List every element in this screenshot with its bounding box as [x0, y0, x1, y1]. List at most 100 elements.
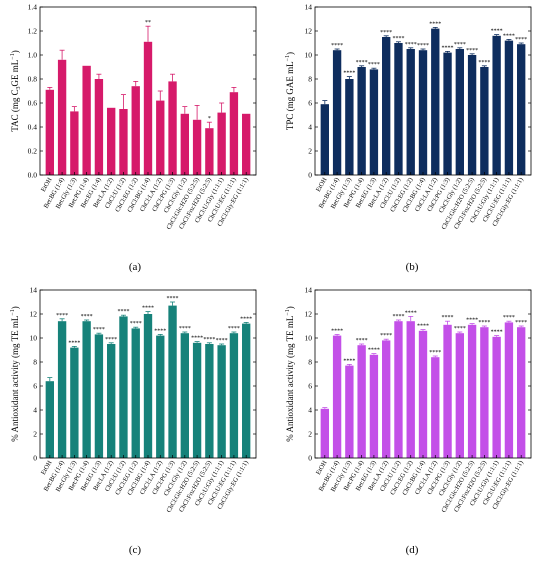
bar-17 — [242, 113, 251, 175]
error-bar-11 — [445, 51, 451, 53]
bar-12 — [455, 333, 464, 458]
bar-11 — [168, 305, 177, 458]
error-bar-7 — [120, 94, 126, 109]
bar-11 — [443, 52, 452, 175]
bar-14 — [480, 327, 489, 458]
bar-15 — [492, 336, 501, 458]
significance-label: **** — [429, 21, 441, 27]
bar-7 — [394, 43, 403, 175]
y-tick-label: 12 — [305, 27, 313, 36]
y-tick-label: 14 — [305, 3, 313, 12]
y-tick-label: 12 — [30, 310, 38, 319]
y-tick-label: 2 — [33, 430, 37, 439]
y-axis-label-text: TPC (mg GAE mL — [285, 61, 295, 130]
error-bar-15 — [494, 335, 500, 337]
y-tick-label: 0.4 — [28, 123, 38, 132]
bar-7 — [394, 321, 403, 458]
significance-label: **** — [478, 320, 490, 326]
error-bar-11 — [170, 73, 176, 82]
y-axis-label-close: ) — [285, 306, 295, 309]
y-axis-label-close: ) — [10, 50, 20, 53]
y-tick-label: 0 — [308, 171, 312, 180]
error-bar-16 — [231, 87, 237, 93]
bar-1 — [45, 381, 54, 458]
y-tick-label: 4 — [33, 406, 37, 415]
error-bar-12 — [182, 331, 188, 334]
bar-13 — [192, 119, 202, 175]
error-bar-11 — [170, 301, 176, 306]
y-axis-label-subscript: 3 — [16, 86, 22, 89]
bar-9 — [143, 41, 153, 175]
bar-2 — [332, 50, 342, 176]
bar-12 — [180, 333, 189, 458]
bar-11 — [168, 81, 177, 175]
y-tick-label: 0 — [308, 454, 312, 463]
error-bar-10 — [157, 333, 163, 336]
y-tick-label: 10 — [30, 334, 38, 343]
bar-16 — [229, 333, 239, 458]
error-bar-15 — [494, 34, 500, 36]
error-bar-8 — [408, 315, 414, 322]
bar-4 — [82, 65, 91, 175]
y-tick-label: 2 — [308, 430, 312, 439]
panel-caption: (c) — [129, 544, 142, 556]
error-bar-9 — [420, 329, 426, 331]
bar-16 — [504, 40, 514, 175]
significance-label: **** — [368, 62, 380, 68]
significance-label: **** — [117, 309, 129, 315]
bar-5 — [369, 69, 379, 175]
significance-label: **** — [105, 337, 117, 343]
bar-12 — [180, 113, 189, 175]
significance-label: ** — [145, 20, 151, 26]
bar-9 — [418, 330, 428, 458]
bar-14 — [480, 67, 489, 175]
significance-label: **** — [491, 29, 503, 35]
error-bar-6 — [383, 35, 389, 37]
bar-8 — [406, 49, 415, 175]
bar-10 — [156, 100, 165, 175]
bar-5 — [94, 334, 104, 458]
error-bar-9 — [420, 48, 426, 51]
significance-label: **** — [491, 330, 503, 336]
error-bar-15 — [219, 102, 225, 113]
y-axis-label: TAC (mg C3GE mL−1) — [10, 50, 22, 131]
error-bar-4 — [84, 319, 90, 322]
significance-label: **** — [240, 316, 252, 322]
error-bar-10 — [157, 90, 163, 101]
significance-label: **** — [191, 336, 203, 342]
significance-label: **** — [343, 358, 355, 364]
y-tick-label: 1.0 — [28, 51, 38, 60]
error-bar-10 — [432, 26, 438, 29]
significance-label: **** — [405, 310, 417, 316]
error-bar-9 — [145, 25, 151, 42]
significance-label: **** — [392, 314, 404, 320]
y-tick-label: 4 — [308, 123, 312, 132]
significance-label: **** — [216, 338, 228, 344]
error-bar-6 — [108, 342, 114, 344]
y-axis-label-superscript: −1 — [10, 53, 16, 59]
bar-6 — [107, 344, 116, 458]
panel-caption: (d) — [406, 544, 419, 556]
y-axis-label-text: TAC (mg C — [10, 89, 20, 131]
y-tick-label: 14 — [305, 286, 313, 295]
bar-4 — [357, 67, 366, 175]
significance-label: **** — [442, 45, 454, 51]
significance-label: **** — [380, 30, 392, 36]
bar-3 — [345, 79, 354, 175]
significance-label: **** — [405, 42, 417, 48]
error-bar-5 — [371, 353, 377, 355]
significance-label: **** — [167, 296, 179, 302]
bar-11 — [443, 324, 452, 458]
error-bar-1 — [322, 407, 328, 409]
y-tick-label: 0.0 — [28, 171, 38, 180]
error-bar-7 — [120, 314, 126, 317]
error-bar-16 — [231, 331, 237, 334]
significance-label: **** — [478, 60, 490, 66]
bar-8 — [406, 321, 415, 458]
bar-3 — [345, 365, 354, 458]
significance-label: **** — [203, 337, 215, 343]
error-bar-5 — [96, 73, 102, 79]
bar-7 — [119, 109, 128, 175]
